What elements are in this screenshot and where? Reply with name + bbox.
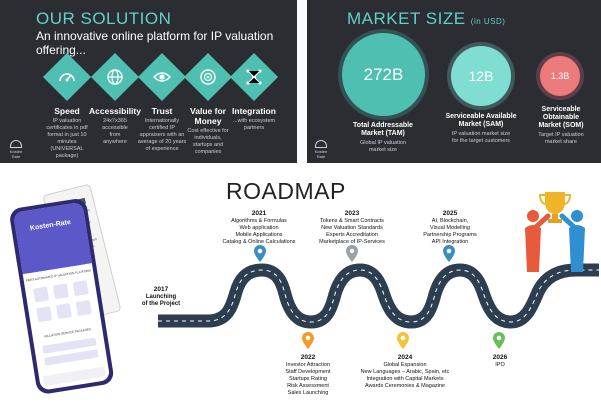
milestone-2025: 2025 AI, Blockchain, Visual Modelling Part… — [423, 210, 477, 245]
map-pin-icon — [443, 245, 455, 262]
our-solution-panel: OUR SOLUTION An innovative online platfo… — [0, 0, 297, 163]
feature-title: Speed — [54, 106, 80, 116]
roadmap-title: ROADMAP — [226, 178, 346, 204]
tam-label: Total Addressable Market (TAM) Global IP … — [353, 122, 413, 153]
market-unit: (in USD) — [470, 17, 506, 26]
brand-logo: Kosten Rate — [311, 140, 331, 159]
money-target-icon — [183, 52, 233, 102]
feature-speed: Speed IP valuation certificates in pdf for… — [39, 52, 95, 160]
feature-value-for-money: Value for Money Cost effective for individ… — [180, 52, 236, 156]
feature-desc: 24x7x365 accessible from anywhere — [102, 118, 128, 145]
solution-title: OUR SOLUTION — [36, 9, 172, 28]
solution-subtitle: An innovative online platform for IP val… — [36, 29, 273, 57]
feature-desc: ...with ecosystem partners — [232, 118, 276, 131]
milestone-2017: 2017 Launching of the Project — [141, 286, 181, 307]
som-value: 1.3B — [550, 71, 570, 81]
eye-icon — [137, 52, 187, 102]
globe-icon — [90, 52, 140, 102]
map-pin-icon — [254, 245, 266, 262]
map-pin-icon — [493, 332, 505, 349]
feature-accessibility: Accessibility 24x7x365 accessible from anyw… — [87, 52, 143, 146]
brand-logo: Kosten Rate — [6, 140, 26, 159]
feature-desc: IP valuation certificates in pdf format in… — [46, 118, 88, 159]
feature-title: Integration — [232, 106, 276, 116]
feature-desc: Internationally certified IP appraisers wi… — [137, 118, 187, 152]
feature-title: Accessibility — [89, 106, 141, 116]
som-label: Serviceable Obtainable Market (SOM) Target… — [538, 106, 584, 145]
milestone-2024: 2024 Global Expansion New Languages – Ara… — [360, 354, 450, 389]
phone-section: VALUATION SERVICE PACKAGES — [44, 327, 92, 338]
milestone-2023: 2023 Tokens & Smart Contracts New Valuati… — [319, 210, 385, 245]
map-pin-icon — [302, 332, 314, 349]
milestone-2022: 2022 Investor Attraction Staff Developmen… — [285, 354, 331, 396]
feature-integration: Integration ...with ecosystem partners — [226, 52, 282, 132]
market-size-panel: MARKET SIZE (in USD) 272B 12B 1.3B Total… — [307, 0, 601, 163]
milestone-2021: 2021 Algorithms & Formulas Web applicatio… — [222, 210, 296, 245]
feature-desc: Cost effective for individuals, startups a… — [187, 128, 229, 155]
tam-circle: 272B — [342, 33, 425, 116]
network-icon — [229, 52, 279, 102]
gauge-icon — [42, 52, 92, 102]
feature-title: Value for Money — [190, 106, 226, 126]
solution-subtitle-line: An innovative online platform for IP val… — [36, 29, 274, 43]
som-circle: 1.3B — [540, 56, 580, 96]
sam-value: 12B — [468, 68, 494, 84]
market-title-text: MARKET SIZE — [347, 9, 466, 28]
map-pin-icon — [346, 245, 358, 262]
milestone-2026: 2026 IPO — [492, 354, 508, 368]
feature-trust: Trust Internationally certified IP apprais… — [134, 52, 190, 153]
trophy-people-icon — [525, 192, 585, 272]
solution-subtitle-line: offering... — [36, 43, 86, 57]
sam-label: Serviceable Available Market (SAM) IP val… — [445, 113, 517, 144]
map-pin-icon — [397, 332, 409, 349]
tam-value: 272B — [363, 64, 404, 84]
feature-title: Trust — [151, 106, 173, 116]
sam-circle: 12B — [451, 46, 511, 106]
market-title: MARKET SIZE (in USD) — [347, 9, 505, 29]
phone-mockup: Kosten-Rate FIRST AUTOMATED IP VALUATION… — [10, 184, 121, 394]
